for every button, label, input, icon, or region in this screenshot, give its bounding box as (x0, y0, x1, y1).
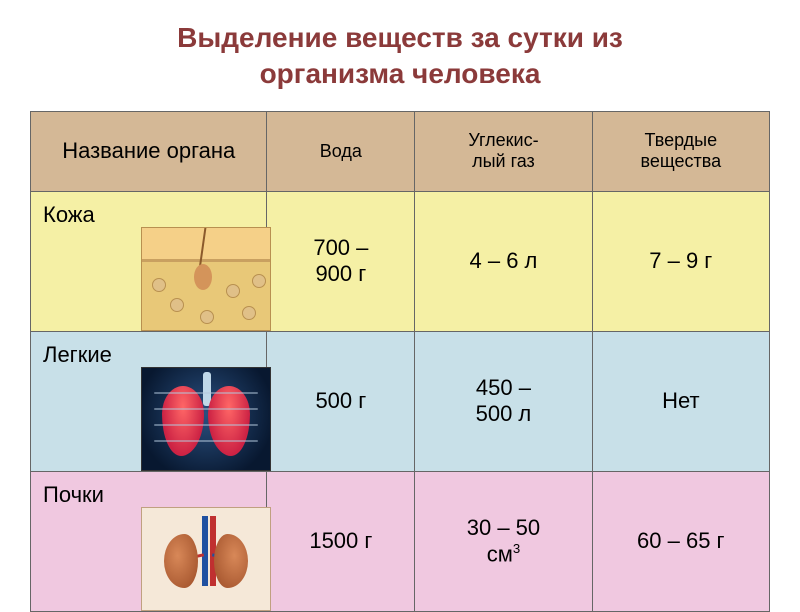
row-skin: Кожа 700 – 900 г 4 – 6 л 7 – 9 г (31, 191, 770, 331)
row-kidneys: Почки 1500 г 30 – 50 см3 60 – 65 г (31, 471, 770, 611)
skin-water-l2: 900 г (315, 261, 366, 286)
skin-icon (141, 227, 271, 331)
kidneys-co2-l1: 30 – 50 (467, 515, 540, 540)
kidneys-co2-l2a: см (487, 541, 513, 566)
header-solid: Твердые вещества (592, 111, 769, 191)
infographic-title: Выделение веществ за сутки из организма … (30, 20, 770, 93)
skin-cell: Кожа (31, 191, 267, 331)
excretion-table: Название органа Вода Углекис- лый газ Тв… (30, 111, 770, 612)
skin-solid: 7 – 9 г (592, 191, 769, 331)
kidneys-co2: 30 – 50 см3 (415, 471, 592, 611)
kidneys-water: 1500 г (267, 471, 415, 611)
title-line-2: организма человека (260, 58, 541, 89)
lungs-co2-l2: 500 л (476, 401, 532, 426)
lungs-label: Легкие (43, 342, 112, 368)
lungs-cell: Легкие (31, 331, 267, 471)
header-co2: Углекис- лый газ (415, 111, 592, 191)
lungs-co2: 450 – 500 л (415, 331, 592, 471)
lungs-solid: Нет (592, 331, 769, 471)
row-lungs: Легкие 500 г 450 – 500 л Нет (31, 331, 770, 471)
skin-water-l1: 700 – (313, 235, 368, 260)
table-header-row: Название органа Вода Углекис- лый газ Тв… (31, 111, 770, 191)
kidneys-icon (141, 507, 271, 611)
title-line-1: Выделение веществ за сутки из (177, 22, 623, 53)
kidneys-co2-sup: 3 (513, 541, 520, 556)
kidneys-cell: Почки (31, 471, 267, 611)
lungs-water: 500 г (267, 331, 415, 471)
header-solid-line1: Твердые (645, 130, 718, 150)
skin-co2: 4 – 6 л (415, 191, 592, 331)
header-water: Вода (267, 111, 415, 191)
skin-label: Кожа (43, 202, 95, 228)
header-co2-line2: лый газ (472, 151, 535, 171)
lungs-icon (141, 367, 271, 471)
kidneys-solid: 60 – 65 г (592, 471, 769, 611)
header-solid-line2: вещества (641, 151, 722, 171)
header-organ-name: Название органа (31, 111, 267, 191)
lungs-co2-l1: 450 – (476, 375, 531, 400)
header-co2-line1: Углекис- (468, 130, 538, 150)
kidneys-label: Почки (43, 482, 104, 508)
skin-water: 700 – 900 г (267, 191, 415, 331)
